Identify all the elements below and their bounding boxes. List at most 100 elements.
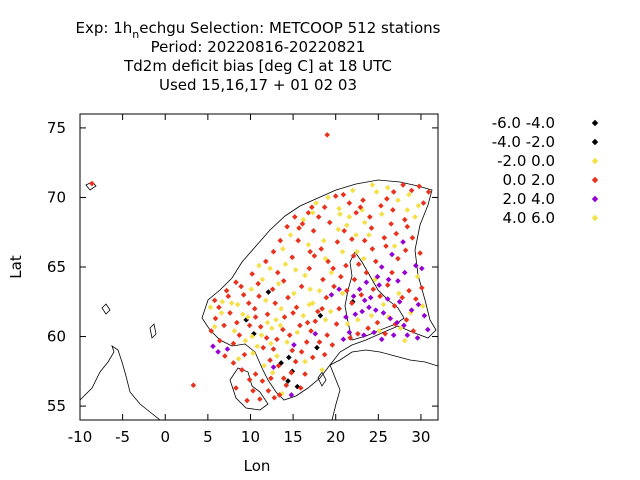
data-point [371,329,377,336]
data-point [384,296,391,302]
data-point [358,292,365,298]
data-point [317,312,324,319]
data-point [373,189,380,195]
coast-faroe [101,303,111,315]
data-point [218,310,225,316]
data-point [249,333,255,340]
data-point [308,328,314,334]
data-point [255,280,261,287]
coast-uk-north [79,345,162,421]
legend-label: 2.0 4.0 [503,190,555,208]
data-point [278,360,284,366]
data-point [207,304,214,311]
data-point [360,197,366,204]
data-point [378,211,385,217]
data-point [318,246,325,252]
data-point [265,387,272,394]
legend-marker [591,157,599,165]
data-point [401,322,407,329]
data-point [363,279,370,286]
data-point [347,335,354,341]
data-point [311,253,318,259]
data-point [234,319,240,326]
data-point [268,325,275,331]
data-point [363,269,370,276]
data-point [397,325,404,331]
coast-gotland [317,371,327,387]
data-point [215,349,221,355]
data-point [288,369,295,376]
title-line-4: Used 15,16,17 + 01 02 03 [159,76,357,94]
data-point [216,304,222,311]
data-point [314,344,320,351]
x-tick-label: 5 [203,428,213,446]
data-point [286,332,293,338]
data-point [356,286,363,293]
data-point [274,336,280,343]
data-point [276,392,283,398]
data-point [340,191,347,198]
legend-marker [591,176,599,184]
y-tick-label: 55 [47,397,66,415]
data-point [251,305,258,312]
data-point [332,193,339,199]
data-point [361,297,368,304]
data-point [240,292,247,298]
data-point [282,261,289,268]
data-point [219,298,226,305]
data-point [281,314,288,320]
data-point [222,353,228,359]
data-point [324,132,330,138]
data-point [307,286,313,293]
data-point [315,214,322,220]
data-point [208,328,215,334]
data-point [251,330,257,337]
data-point [241,351,248,358]
data-point [292,358,299,365]
data-point [300,312,307,319]
data-point [291,342,297,348]
data-point [378,264,385,270]
legend-label: -6.0 -4.0 [492,114,555,132]
data-point [374,273,381,280]
data-point [245,300,252,306]
data-point [293,304,300,311]
data-point [336,205,342,212]
data-point [270,346,277,352]
data-point [224,346,231,352]
data-point [223,287,230,294]
data-point [365,325,371,331]
data-point [419,303,426,309]
data-point [233,279,239,286]
data-point [280,375,287,382]
data-point [291,290,297,297]
data-point [264,311,271,318]
data-point [238,283,244,290]
data-point [277,322,284,329]
data-point [284,223,290,230]
data-point [390,207,396,213]
data-point [316,339,323,345]
legend-label: -4.0 -2.0 [492,133,555,151]
data-point [415,301,422,308]
x-tick-label: -5 [115,428,130,446]
data-point [376,328,382,334]
data-point [357,204,364,210]
data-point [355,330,361,337]
x-tick-label: 15 [284,428,303,446]
data-point [210,343,216,350]
data-point [353,209,359,216]
data-point [297,385,304,391]
data-point [286,354,292,361]
data-point [355,317,361,323]
data-point [404,207,411,213]
data-point [330,265,336,272]
data-point [263,258,269,265]
data-point [366,232,372,238]
data-point [306,265,313,272]
data-point [346,329,353,336]
data-point [393,230,400,237]
data-point [246,376,253,383]
data-point [312,330,319,337]
data-point [368,312,375,319]
